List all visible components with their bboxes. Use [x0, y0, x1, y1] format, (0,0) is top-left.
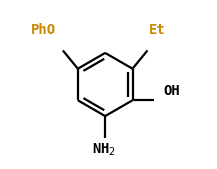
Text: PhO: PhO — [30, 23, 56, 37]
Text: NH$_2$: NH$_2$ — [92, 141, 116, 158]
Text: OH: OH — [163, 84, 180, 98]
Text: Et: Et — [148, 23, 165, 37]
